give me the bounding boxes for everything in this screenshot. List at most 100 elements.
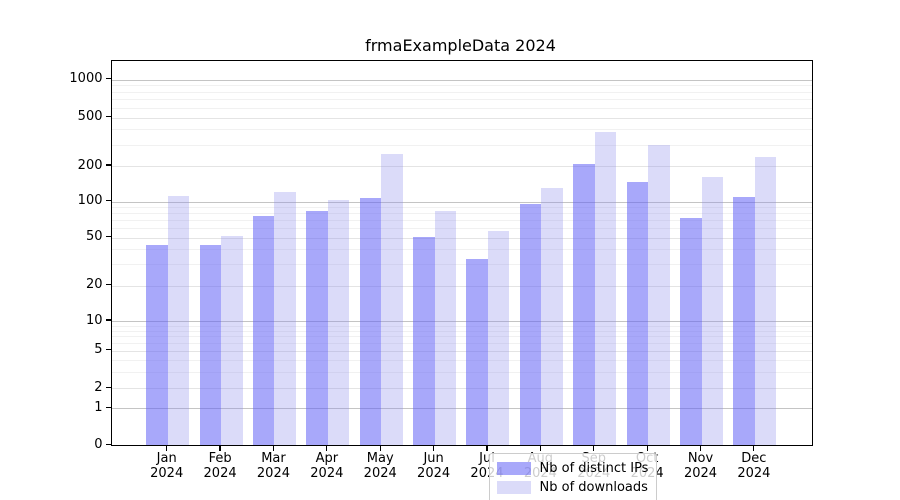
x-tick-month: Dec	[741, 451, 767, 467]
y-tick-label: 500	[77, 109, 103, 125]
x-tick-month: May	[366, 451, 394, 467]
x-tick-label-apr: Apr 2024	[297, 451, 357, 481]
bar-downloads-oct	[648, 144, 670, 445]
gridline-20	[111, 285, 812, 287]
y-tick-label: 1000	[69, 71, 103, 87]
x-tick-label-mar: Mar 2024	[243, 451, 303, 481]
x-tick-year: 2024	[256, 466, 290, 482]
bar-downloads-jun	[434, 211, 457, 445]
y-tick-label: 0	[94, 436, 103, 452]
bar-distinct-ips-may	[359, 197, 382, 445]
x-tick-month: Apr	[315, 451, 339, 467]
gridline-minor	[111, 129, 812, 131]
gridline-minor	[111, 91, 812, 93]
plot-area: Nb of distinct IPs Nb of downloads	[110, 60, 813, 500]
y-tick-label: 1	[94, 399, 103, 415]
gridline-minor	[111, 249, 812, 251]
gridline-minor	[111, 220, 812, 222]
x-tick-mark	[486, 445, 488, 451]
x-tick-year: 2024	[150, 466, 184, 482]
bar-distinct-ips-aug	[519, 203, 542, 445]
x-tick-label-feb: Feb 2024	[190, 451, 250, 481]
x-tick-label-jan: Jan 2024	[137, 451, 197, 481]
gridline-5	[111, 350, 812, 352]
legend-row-downloads: Nb of downloads	[496, 478, 656, 497]
y-tick-label: 100	[77, 193, 103, 209]
bar-downloads-dec	[754, 156, 777, 445]
gridline-minor	[111, 359, 812, 361]
bar-downloads-may	[381, 153, 403, 445]
x-tick-mark	[433, 445, 435, 451]
x-tick-mark	[219, 445, 221, 451]
gridline-minor	[111, 330, 812, 332]
gridline-1	[111, 408, 812, 410]
bar-distinct-ips-jan	[146, 245, 168, 445]
x-tick-mark	[646, 445, 648, 451]
y-tick-mark	[105, 406, 111, 408]
bar-distinct-ips-apr	[306, 211, 328, 445]
x-tick-label-jun: Jun 2024	[404, 451, 464, 481]
gridline-500	[111, 117, 812, 119]
y-tick-mark	[105, 236, 111, 238]
y-tick-mark	[105, 200, 111, 202]
legend-swatch-distinct-ips	[496, 462, 531, 475]
x-tick-mark	[379, 445, 381, 451]
bar-distinct-ips-feb	[199, 245, 222, 445]
y-tick-mark	[105, 319, 111, 321]
y-tick-label: 10	[85, 312, 103, 328]
bar-distinct-ips-mar	[252, 215, 275, 445]
x-tick-mark	[593, 445, 595, 451]
bar-distinct-ips-oct	[626, 181, 649, 445]
bar-distinct-ips-dec	[733, 197, 755, 445]
gridline-minor	[111, 342, 812, 344]
gridline-1000	[111, 79, 812, 81]
x-tick-month: Nov	[687, 451, 714, 467]
y-tick-mark	[105, 386, 111, 388]
gridline-minor	[111, 213, 812, 215]
gridline-minor	[111, 264, 812, 266]
x-tick-year: 2024	[417, 466, 451, 482]
gridline-minor	[111, 371, 812, 373]
bar-distinct-ips-nov	[680, 218, 702, 445]
x-tick-label-nov: Nov 2024	[671, 451, 731, 481]
x-tick-mark	[166, 445, 168, 451]
x-tick-mark	[753, 445, 755, 451]
y-tick-label: 5	[94, 342, 103, 358]
y-tick-mark	[105, 284, 111, 286]
x-tick-year: 2024	[203, 466, 237, 482]
legend-label: Nb of downloads	[539, 480, 648, 495]
gridline-minor	[111, 325, 812, 327]
bar-downloads-sep	[594, 131, 617, 445]
x-tick-label-dec: Dec 2024	[724, 451, 784, 481]
gridline-200	[111, 166, 812, 167]
y-tick-mark	[105, 164, 111, 166]
x-tick-month: Jan	[156, 451, 177, 467]
y-tick-mark	[105, 349, 111, 351]
bar-downloads-jul	[487, 230, 510, 445]
chart-title: frmaExampleData 2024	[365, 36, 556, 55]
x-tick-mark	[699, 445, 702, 451]
legend-swatch-downloads	[496, 481, 531, 494]
gridline-minor	[111, 85, 812, 87]
gridline-10	[111, 321, 812, 322]
y-tick-label: 50	[85, 229, 103, 245]
x-tick-year: 2024	[310, 466, 344, 482]
gridline-50	[111, 237, 812, 239]
bar-downloads-apr	[327, 199, 350, 445]
gridline-minor	[111, 144, 812, 146]
x-tick-year: 2024	[683, 466, 718, 482]
bar-distinct-ips-jul	[466, 259, 488, 445]
gridline-100	[111, 201, 812, 203]
bar-downloads-feb	[221, 236, 243, 445]
bar-distinct-ips-jun	[413, 237, 435, 445]
x-tick-month: Jun	[423, 451, 444, 467]
gridline-2	[111, 388, 812, 390]
x-tick-mark	[326, 445, 328, 451]
x-tick-mark	[539, 445, 541, 451]
legend-row-distinct-ips: Nb of distinct IPs	[496, 459, 656, 478]
x-tick-year: 2024	[737, 466, 771, 482]
bar-downloads-nov	[701, 176, 723, 445]
y-tick-mark	[105, 116, 111, 118]
bar-distinct-ips-sep	[573, 164, 595, 445]
